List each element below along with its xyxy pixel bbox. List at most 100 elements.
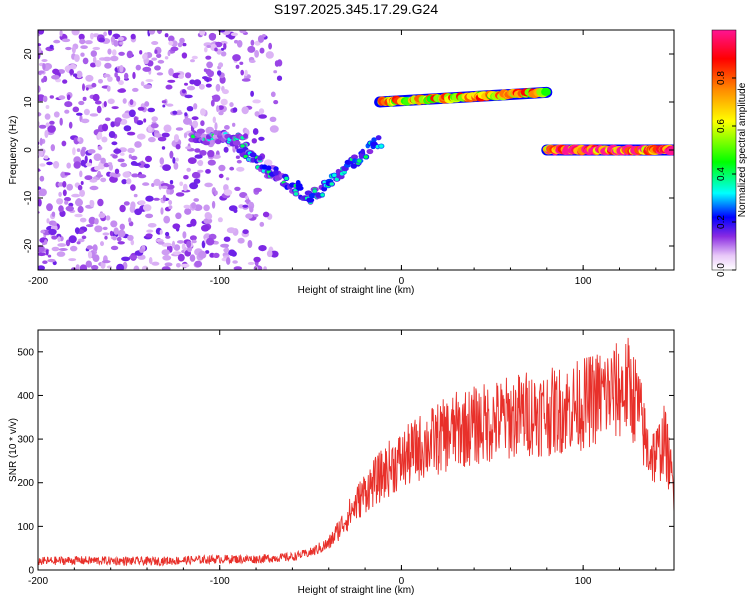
track-core xyxy=(284,176,289,181)
noise-blob xyxy=(194,260,203,268)
noise-blob xyxy=(86,224,94,228)
noise-blob xyxy=(258,114,267,119)
noise-blob xyxy=(39,163,46,167)
noise-blob xyxy=(45,122,50,127)
noise-blob xyxy=(80,52,85,57)
y-tick-label: 0 xyxy=(28,566,34,577)
noise-blob xyxy=(169,180,174,185)
noise-blob xyxy=(220,51,227,57)
noise-blob xyxy=(157,59,165,64)
noise-blob xyxy=(182,42,187,47)
colorbar-ticks: 0.0 0.2 0.4 0.6 0.8 xyxy=(716,71,736,277)
noise-blob xyxy=(109,175,118,183)
noise-blob xyxy=(179,181,184,187)
noise-blob xyxy=(64,197,71,202)
noise-blob xyxy=(72,106,80,113)
noise-blob xyxy=(61,38,71,43)
noise-blob xyxy=(247,261,255,265)
noise-blob xyxy=(79,38,86,45)
y-tick-label: 20 xyxy=(23,48,34,60)
noise-blob xyxy=(151,41,159,45)
noise-blob xyxy=(186,106,194,112)
noise-blob xyxy=(257,35,265,43)
noise-blob xyxy=(172,223,181,230)
noise-blob xyxy=(81,235,87,240)
noise-blob xyxy=(214,122,218,130)
noise-blob xyxy=(274,60,280,67)
noise-blob xyxy=(198,83,205,90)
snr-x-label: Height of straight line (km) xyxy=(298,585,415,596)
noise-blob xyxy=(254,111,260,117)
noise-blob xyxy=(80,45,88,49)
x-tick-label: -100 xyxy=(210,276,230,287)
noise-blob xyxy=(133,193,138,198)
noise-blob xyxy=(142,66,152,72)
noise-blob xyxy=(66,94,71,101)
noise-blob xyxy=(143,84,153,89)
track-blob xyxy=(232,140,241,146)
noise-blob xyxy=(107,76,113,82)
noise-blob xyxy=(143,163,150,169)
noise-blob xyxy=(205,83,212,88)
noise-blob xyxy=(72,147,76,156)
noise-blob xyxy=(215,83,221,92)
noise-blob xyxy=(138,200,146,206)
noise-blob xyxy=(103,101,107,108)
noise-blob xyxy=(223,236,231,242)
noise-blob xyxy=(212,116,216,124)
noise-blob xyxy=(42,260,48,265)
noise-blob xyxy=(218,164,226,172)
noise-blob xyxy=(92,254,100,262)
noise-blob xyxy=(162,254,172,261)
noise-blob xyxy=(207,71,214,78)
noise-blob xyxy=(181,189,191,193)
noise-blob xyxy=(52,68,60,75)
noise-blob xyxy=(112,49,117,57)
noise-blob xyxy=(48,228,57,236)
noise-blob xyxy=(214,47,218,52)
noise-blob xyxy=(151,57,158,61)
noise-blob xyxy=(101,123,109,132)
x-tick-label: 0 xyxy=(399,276,405,287)
track-blob xyxy=(315,192,321,198)
noise-blob xyxy=(101,136,108,143)
noise-blob xyxy=(94,225,103,233)
noise-blob xyxy=(249,59,256,64)
noise-blob xyxy=(233,266,242,270)
noise-blob xyxy=(151,261,160,266)
noise-blob xyxy=(161,249,170,256)
noise-blob xyxy=(213,252,220,258)
track-core xyxy=(334,177,339,181)
noise-blob xyxy=(236,166,245,172)
noise-blob xyxy=(250,90,255,97)
track-blob xyxy=(273,166,279,172)
noise-blob xyxy=(191,120,199,129)
noise-blob xyxy=(193,178,201,184)
noise-blob xyxy=(80,181,84,185)
noise-blob xyxy=(80,159,86,167)
noise-blob xyxy=(263,159,273,167)
noise-blob xyxy=(58,248,68,251)
noise-blob xyxy=(41,78,45,83)
colorbar-label: Normalized spectral amplitude xyxy=(737,82,748,217)
y-tick-label: 500 xyxy=(17,347,34,358)
noise-blob xyxy=(223,247,230,253)
noise-blob xyxy=(249,206,254,213)
noise-blob xyxy=(236,40,243,48)
noise-blob xyxy=(79,264,88,270)
track-blob xyxy=(541,87,551,96)
noise-blob xyxy=(244,69,248,77)
noise-blob xyxy=(117,158,125,163)
noise-blob xyxy=(235,64,240,69)
noise-blob xyxy=(130,155,138,161)
noise-blob xyxy=(156,53,162,58)
noise-blob xyxy=(131,173,139,178)
noise-blob xyxy=(172,157,176,164)
track-blob xyxy=(273,170,279,176)
noise-blob xyxy=(229,166,235,171)
y-tick-label: -20 xyxy=(23,238,34,253)
noise-blob xyxy=(241,106,249,115)
track-core xyxy=(332,173,337,177)
noise-blob xyxy=(172,110,178,115)
noise-blob xyxy=(163,215,171,224)
